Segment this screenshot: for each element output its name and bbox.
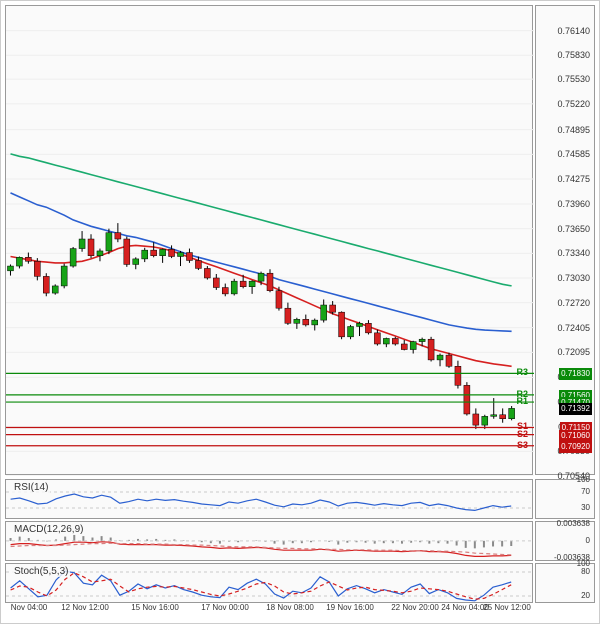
stoch-label: Stoch(5,5,3) — [12, 566, 70, 577]
rsi-y-axis: 3070100 — [535, 479, 595, 519]
ind-tick: 0 — [586, 536, 590, 545]
x-tick: 25 Nov 12:00 — [483, 603, 531, 612]
price-box: 0.71392 — [559, 403, 592, 415]
stoch-svg — [6, 564, 534, 604]
level-label-s3: S3 — [517, 440, 528, 450]
x-tick: 12 Nov 12:00 — [61, 603, 109, 612]
main-chart-svg — [6, 6, 534, 476]
y-tick: 0.72720 — [557, 298, 590, 308]
y-tick: 0.75830 — [557, 50, 590, 60]
level-label-r3: R3 — [516, 367, 528, 377]
rsi-panel[interactable]: RSI(14) — [5, 479, 533, 519]
x-tick: 18 Nov 08:00 — [266, 603, 314, 612]
x-tick: 24 Nov 04:00 — [441, 603, 489, 612]
main-y-axis: 0.76140 0.75830 0.75530 0.75220 0.74895 0.745… — [535, 5, 595, 475]
ind-tick: 30 — [581, 503, 590, 512]
price-box: 0.70920 — [559, 441, 592, 453]
ind-tick: 70 — [581, 487, 590, 496]
ind-tick: 0.003638 — [557, 519, 590, 528]
level-label-s2: S2 — [517, 429, 528, 439]
x-tick: 17 Nov 00:00 — [201, 603, 249, 612]
x-tick: Nov 04:00 — [11, 603, 47, 612]
y-tick: 0.74585 — [557, 149, 590, 159]
x-axis: Nov 04:00 12 Nov 12:00 15 Nov 16:00 17 Nov … — [5, 603, 533, 621]
macd-label: MACD(12,26,9) — [12, 524, 85, 535]
y-tick: 0.75220 — [557, 99, 590, 109]
x-tick: 22 Nov 20:00 — [391, 603, 439, 612]
y-tick: 0.73030 — [557, 273, 590, 283]
macd-y-axis: -0.00363800.003638 — [535, 521, 595, 561]
stoch-panel[interactable]: Stoch(5,5,3) — [5, 563, 533, 603]
y-tick: 0.74275 — [557, 174, 590, 184]
price-box: 0.71830 — [559, 368, 592, 380]
ind-tick: 80 — [581, 567, 590, 576]
rsi-svg — [6, 480, 534, 520]
x-tick: 15 Nov 16:00 — [131, 603, 179, 612]
y-tick: 0.73650 — [557, 224, 590, 234]
rsi-label: RSI(14) — [12, 482, 50, 493]
ind-tick: 20 — [581, 591, 590, 600]
y-tick: 0.76140 — [557, 26, 590, 36]
ind-tick: 100 — [577, 559, 590, 568]
y-tick: 0.73340 — [557, 248, 590, 258]
level-label-r1: R1 — [516, 396, 528, 406]
main-price-panel[interactable]: R3R2R1S1S2S3 — [5, 5, 533, 475]
chart-container: R3R2R1S1S2S3 0.76140 0.75830 0.75530 0.7522… — [0, 0, 600, 624]
y-tick: 0.74895 — [557, 125, 590, 135]
macd-panel[interactable]: MACD(12,26,9) — [5, 521, 533, 561]
y-tick: 0.72405 — [557, 323, 590, 333]
y-tick: 0.75530 — [557, 74, 590, 84]
y-tick: 0.72095 — [557, 347, 590, 357]
stoch-y-axis: 2080100 — [535, 563, 595, 603]
y-tick: 0.73960 — [557, 199, 590, 209]
ind-tick: 100 — [577, 475, 590, 484]
x-tick: 19 Nov 16:00 — [326, 603, 374, 612]
